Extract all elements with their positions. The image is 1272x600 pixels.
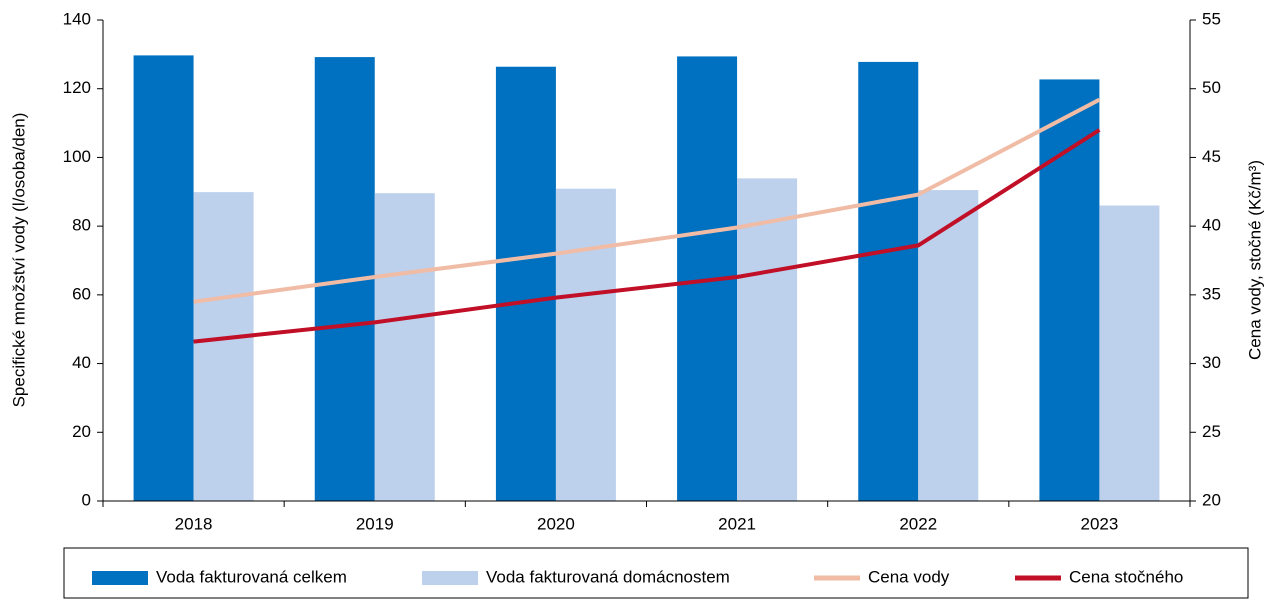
- bar: [374, 193, 435, 501]
- y-axis-title: Specifické množství vody (l/osoba/den): [9, 113, 28, 408]
- y2-tick-label: 55: [1202, 9, 1221, 28]
- y-tick-label: 100: [63, 147, 91, 166]
- line: [193, 128, 1101, 344]
- bar: [918, 190, 979, 501]
- x-tick-label: 2022: [899, 514, 937, 533]
- legend-box: [63, 547, 1249, 599]
- bar: [1039, 79, 1100, 501]
- bar: [737, 178, 798, 502]
- x-tick-label: 2018: [175, 514, 213, 533]
- y-tick-label: 120: [63, 78, 91, 97]
- legend-label: Cena stočného: [1069, 567, 1183, 586]
- y2-tick-label: 25: [1202, 422, 1221, 441]
- y-tick-label: 80: [72, 216, 91, 235]
- x-tick-label: 2020: [537, 514, 575, 533]
- bar: [1099, 205, 1160, 501]
- bar: [495, 66, 556, 502]
- y-tick-label: 60: [72, 284, 91, 303]
- y-tick-label: 140: [63, 9, 91, 28]
- y2-tick-label: 50: [1202, 78, 1221, 97]
- x-tick-label: 2019: [356, 514, 394, 533]
- bar: [193, 192, 254, 502]
- line: [193, 97, 1101, 304]
- y2-tick-label: 45: [1202, 147, 1221, 166]
- legend-swatch: [422, 571, 478, 585]
- legend-label: Voda fakturovaná celkem: [156, 567, 347, 586]
- bar: [858, 61, 919, 502]
- x-tick-label: 2021: [718, 514, 756, 533]
- x-tick-label: 2023: [1081, 514, 1119, 533]
- y-tick-label: 20: [72, 422, 91, 441]
- legend-swatch: [92, 571, 148, 585]
- y-tick-label: 40: [72, 353, 91, 372]
- legend-label: Cena vody: [868, 567, 950, 586]
- y2-tick-label: 40: [1202, 216, 1221, 235]
- y2-axis-title: Cena vody, stočné (Kč/m³): [1245, 160, 1264, 360]
- bar: [555, 188, 616, 501]
- y-tick-label: 0: [82, 490, 91, 509]
- bar: [133, 55, 194, 502]
- legend-label: Voda fakturovaná domácnostem: [486, 567, 730, 586]
- y2-tick-label: 35: [1202, 284, 1221, 303]
- y2-tick-label: 30: [1202, 353, 1221, 372]
- y2-tick-label: 20: [1202, 490, 1221, 509]
